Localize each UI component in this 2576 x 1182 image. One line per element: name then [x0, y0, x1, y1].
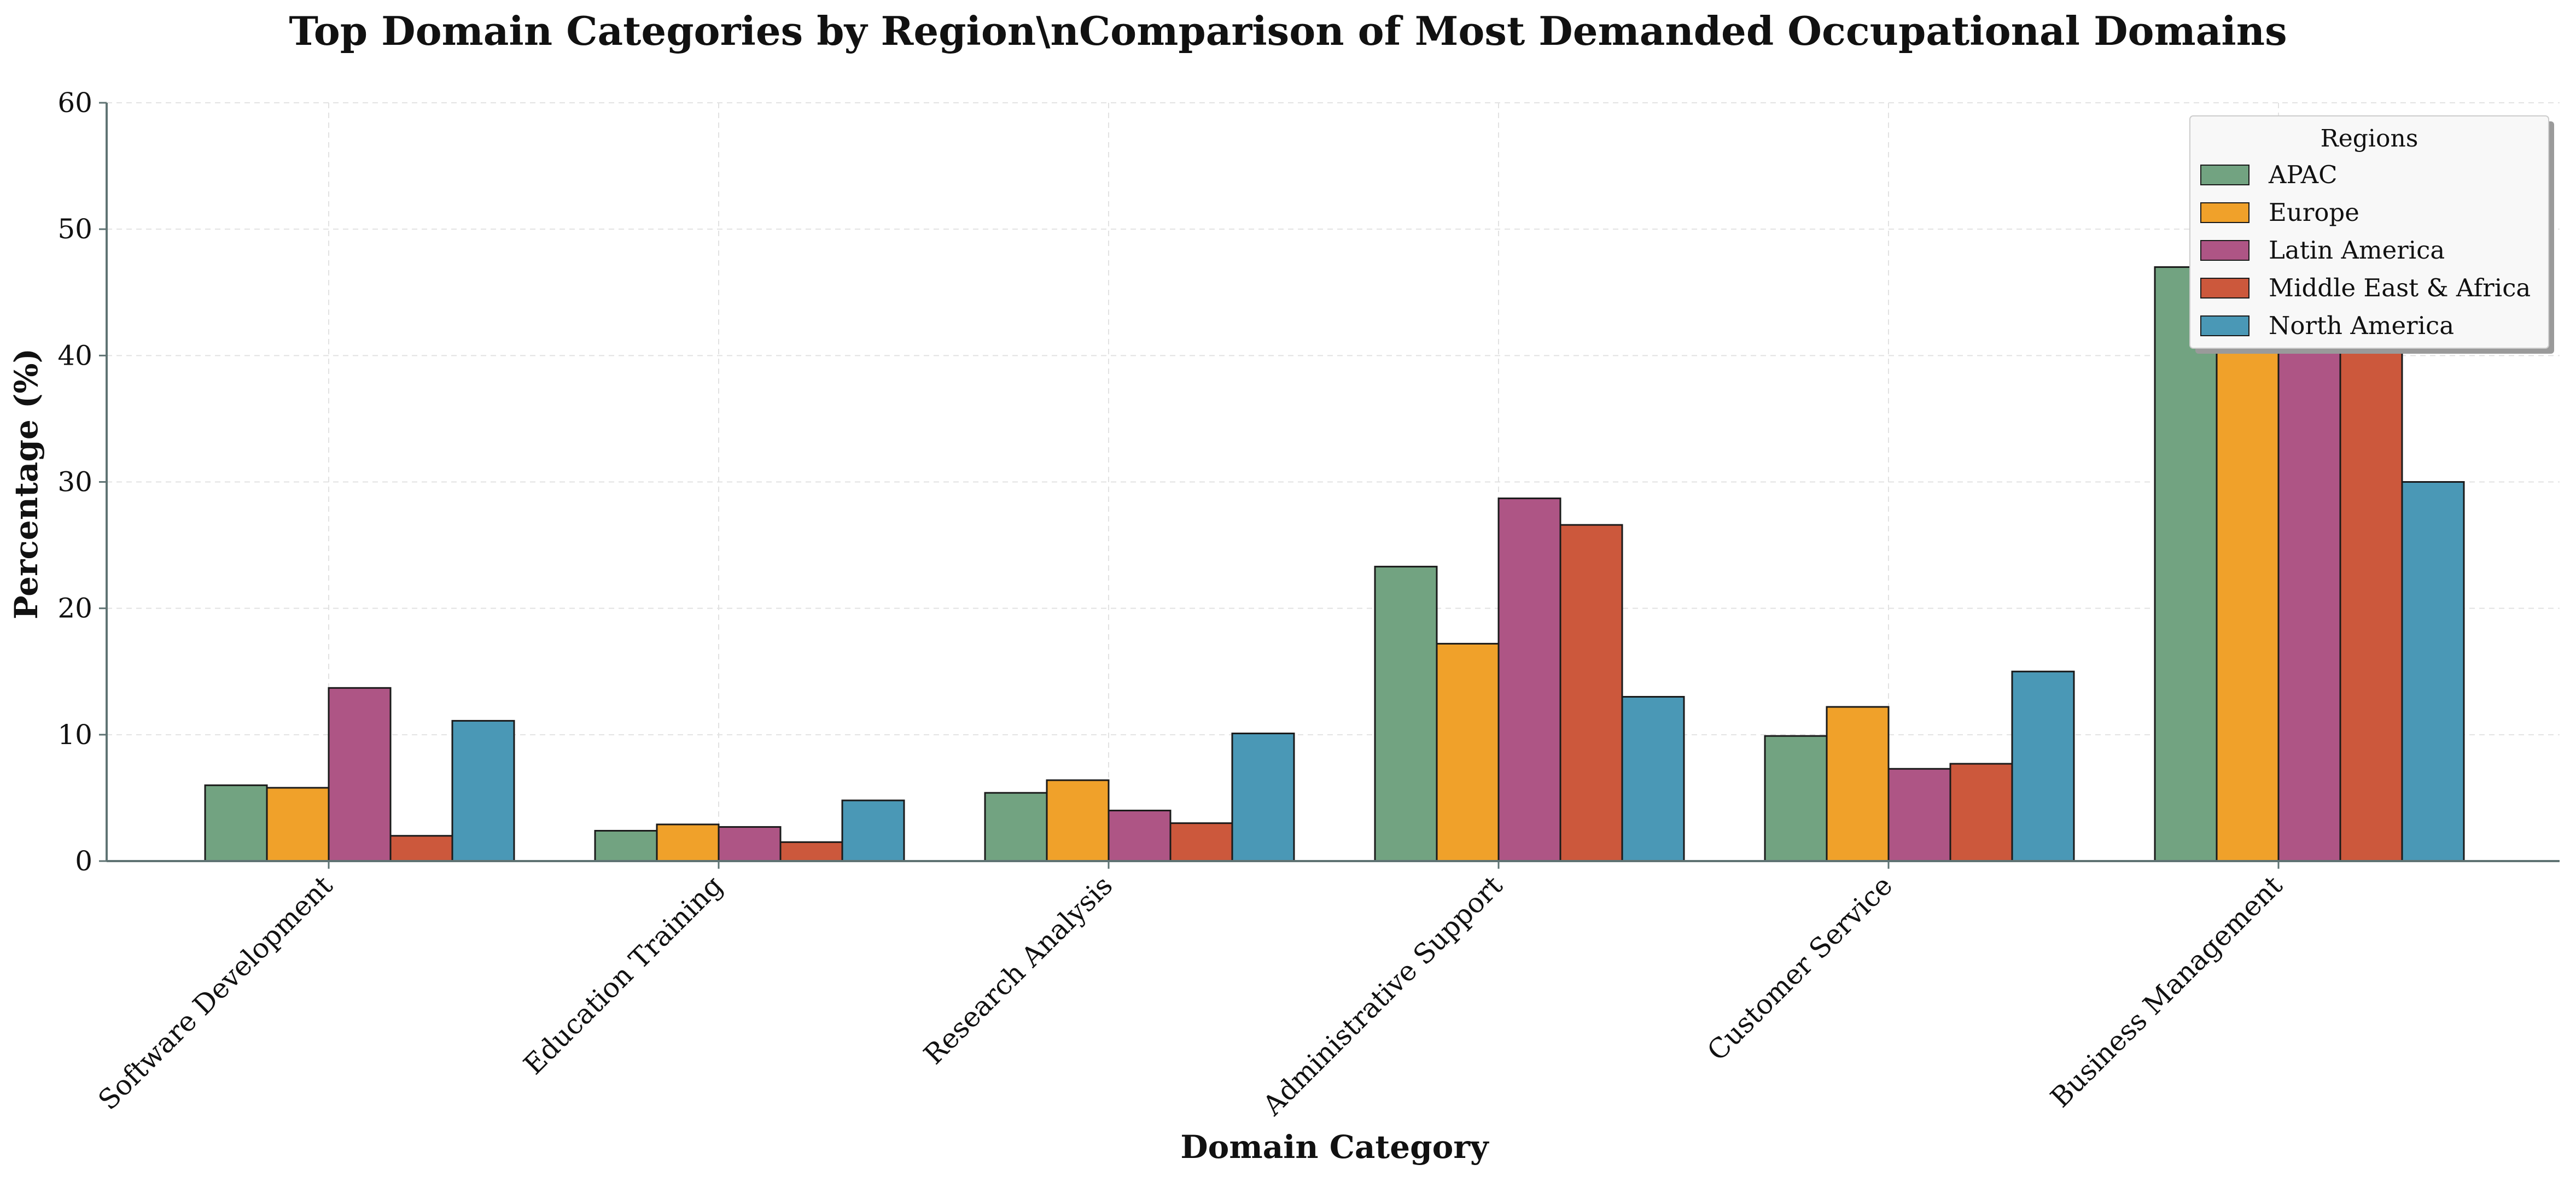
bar-north-america-business-management	[2401, 481, 2465, 862]
legend-label: North America	[2269, 311, 2454, 340]
legend-swatch	[2200, 278, 2249, 299]
bars	[204, 127, 2465, 862]
y-tick-label: 40	[57, 340, 92, 371]
bar-north-america-education-training	[841, 799, 905, 862]
y-tick-label: 10	[57, 719, 92, 751]
legend-box	[2189, 115, 2549, 349]
bar-apac-education-training	[594, 830, 658, 862]
bar-latin-america-administrative-support	[1497, 498, 1561, 862]
legend-label: Middle East & Africa	[2269, 273, 2531, 302]
y-tick-label: 60	[57, 87, 92, 119]
bar-middle-east-africa-research-analysis	[1169, 822, 1233, 862]
y-axis-label: Percentage (%)	[8, 348, 45, 619]
bar-europe-software-development	[266, 787, 330, 862]
bar-latin-america-education-training	[718, 826, 782, 862]
y-tick-label: 20	[57, 593, 92, 624]
bar-middle-east-africa-software-development	[389, 835, 453, 862]
x-tick-label: Customer Service	[1701, 869, 1898, 1067]
bar-europe-customer-service	[1826, 706, 1890, 862]
bar-europe-education-training	[656, 823, 720, 862]
legend: Regions APAC Europe Latin America Middle Eas…	[2189, 115, 2554, 354]
bar-north-america-administrative-support	[1621, 695, 1685, 862]
x-tick-label: Administrative Support	[1256, 869, 1508, 1121]
bar-apac-business-management	[2154, 266, 2218, 862]
bar-latin-america-software-development	[328, 687, 392, 862]
bar-apac-customer-service	[1764, 735, 1828, 862]
bar-middle-east-africa-education-training	[779, 841, 843, 862]
y-tick-label: 30	[57, 466, 92, 498]
bar-latin-america-research-analysis	[1108, 810, 1172, 862]
x-axis-label: Domain Category	[1180, 1128, 1490, 1166]
bar-apac-research-analysis	[984, 792, 1048, 862]
bar-latin-america-customer-service	[1887, 768, 1951, 862]
legend-swatch	[2200, 315, 2249, 336]
bar-middle-east-africa-administrative-support	[1559, 524, 1623, 862]
x-tick-label: Education Training	[517, 869, 728, 1080]
y-tick-labels: 0 10 20 30 40 50 60	[57, 87, 92, 877]
legend-title: Regions	[2321, 125, 2418, 153]
bar-north-america-software-development	[451, 719, 515, 862]
x-tick-label: Research Analysis	[918, 869, 1119, 1070]
bar-latin-america-business-management	[2277, 350, 2341, 862]
legend-swatch	[2200, 165, 2249, 185]
bar-europe-research-analysis	[1046, 779, 1110, 862]
legend-swatch	[2200, 240, 2249, 261]
bar-apac-software-development	[204, 784, 268, 862]
x-tick-label: Software Development	[92, 869, 339, 1116]
bar-north-america-customer-service	[2011, 670, 2075, 862]
bar-north-america-research-analysis	[1231, 733, 1295, 862]
legend-label: Europe	[2269, 198, 2359, 227]
y-tick-label: 0	[75, 845, 92, 877]
y-tick-label: 50	[57, 213, 92, 245]
bar-apac-administrative-support	[1374, 565, 1438, 862]
legend-swatch	[2200, 202, 2249, 223]
chart-title: Top Domain Categories by Region\nCompari…	[289, 8, 2287, 54]
legend-label: Latin America	[2269, 236, 2445, 265]
axes	[99, 102, 2560, 869]
bar-middle-east-africa-customer-service	[1949, 763, 2013, 862]
bar-europe-administrative-support	[1436, 642, 1500, 862]
legend-label: APAC	[2268, 160, 2338, 189]
x-tick-label: Business Management	[2044, 869, 2289, 1114]
x-tick-labels: Software Development Education Training Re…	[92, 869, 2288, 1121]
